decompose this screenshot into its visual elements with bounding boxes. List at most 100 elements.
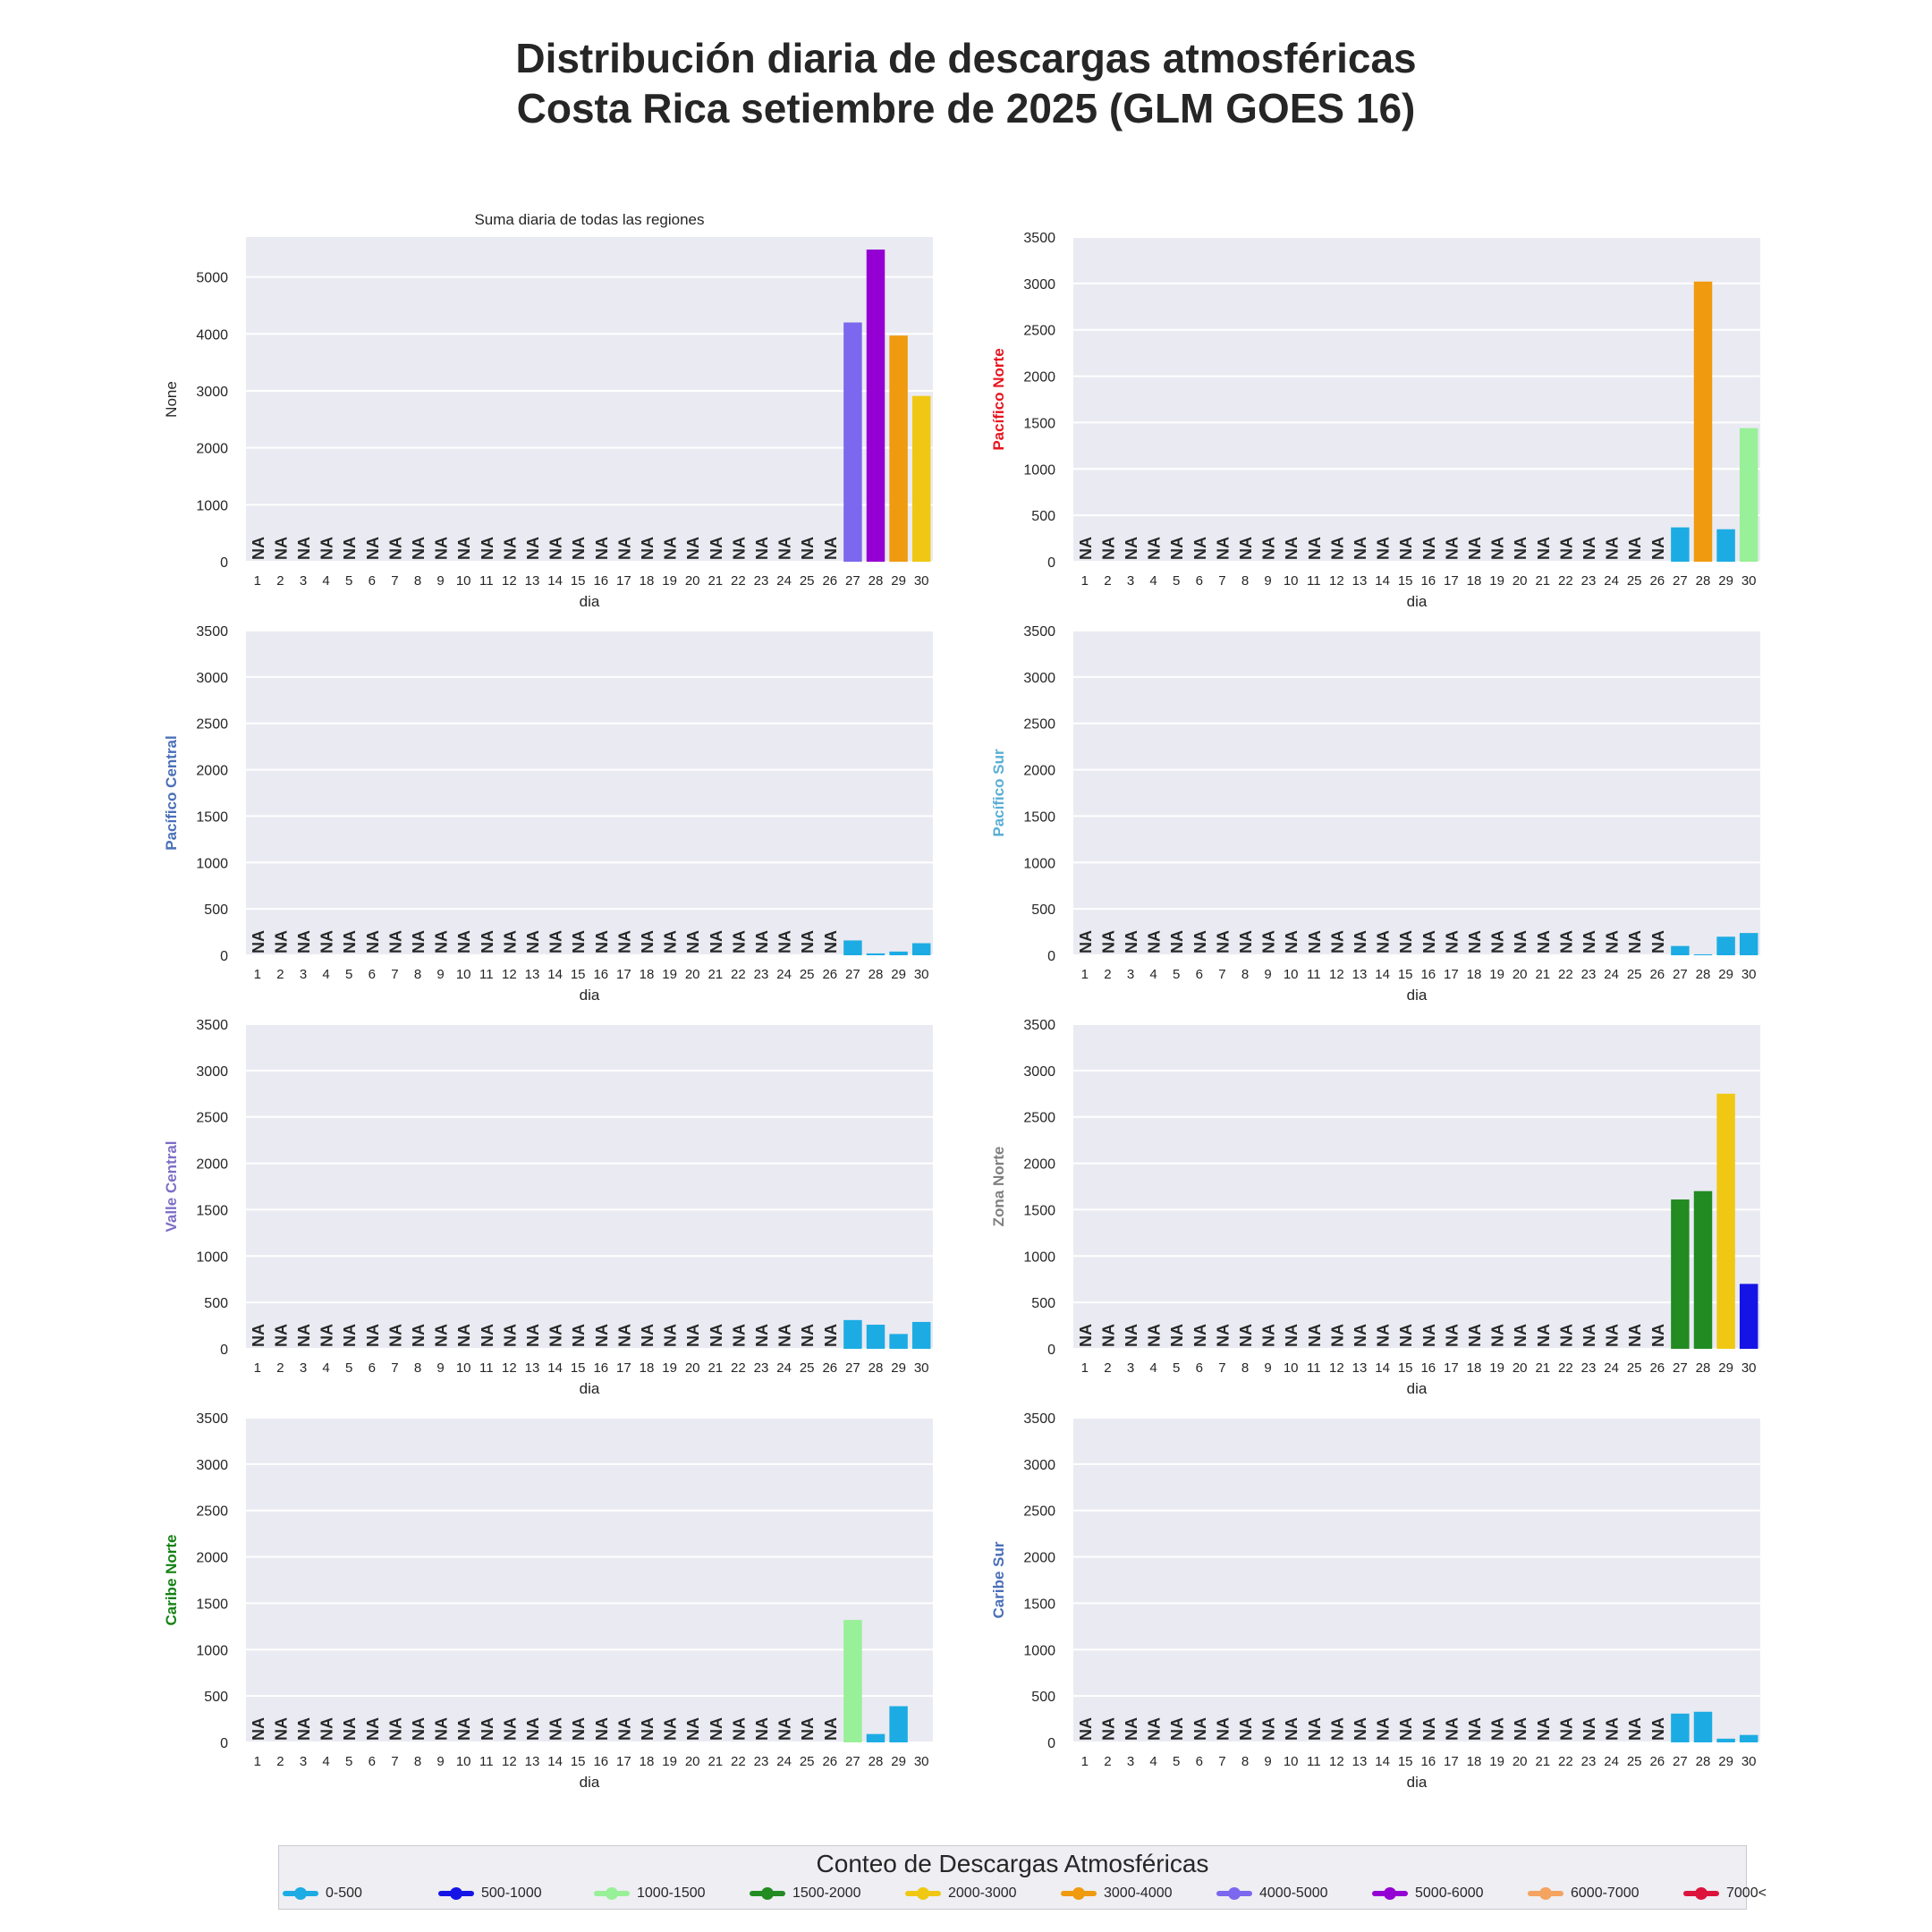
x-tick-label: 30	[1741, 573, 1757, 589]
x-axis-label: dia	[1407, 1774, 1428, 1791]
y-tick-label: 3000	[196, 1064, 228, 1080]
plot-background	[1073, 237, 1760, 562]
na-label: NA	[1375, 537, 1393, 560]
x-tick-label: 1	[254, 967, 261, 982]
na-label: NA	[615, 930, 633, 953]
x-tick-label: 19	[1489, 1754, 1504, 1769]
na-label: NA	[1443, 930, 1461, 953]
na-label: NA	[341, 930, 359, 953]
na-label: NA	[524, 1717, 542, 1741]
na-label: NA	[615, 537, 633, 560]
x-tick-label: 4	[1149, 573, 1157, 589]
na-label: NA	[822, 1717, 840, 1741]
y-tick-label: 3500	[196, 1018, 228, 1033]
na-label: NA	[295, 537, 313, 560]
na-label: NA	[1580, 537, 1598, 560]
x-tick-label: 9	[436, 967, 444, 982]
na-label: NA	[1489, 1324, 1507, 1347]
x-tick-label: 7	[1218, 1360, 1225, 1376]
bar	[1739, 428, 1758, 562]
na-label: NA	[1649, 1717, 1667, 1741]
na-label: NA	[386, 537, 404, 560]
bar	[1671, 1713, 1690, 1742]
x-tick-label: 17	[616, 1754, 631, 1769]
x-tick-label: 27	[1673, 1360, 1688, 1376]
legend-item: 6000-7000	[1528, 1884, 1640, 1903]
chart-panel-5: 0 500 1000 1500 2000 2500 3000 3500 1 NA 2 NA 3 NA 4 NA…	[163, 1018, 933, 1397]
plot-background	[1073, 1418, 1760, 1742]
x-tick-label: 4	[1149, 967, 1157, 982]
x-tick-label: 22	[731, 967, 746, 982]
x-tick-label: 28	[869, 1754, 884, 1769]
chart-panel-3: 0 500 1000 1500 2000 2500 3000 3500 1 NA 2 NA 3 NA 4 NA…	[163, 624, 933, 1004]
x-tick-label: 7	[1218, 967, 1225, 982]
x-tick-label: 18	[640, 967, 655, 982]
x-tick-label: 12	[1329, 967, 1344, 982]
y-tick-label: 3000	[1023, 671, 1055, 686]
na-label: NA	[1443, 1717, 1461, 1741]
na-label: NA	[1397, 1324, 1415, 1347]
x-tick-label: 28	[869, 1360, 884, 1376]
legend-label: 500-1000	[481, 1885, 542, 1901]
x-tick-label: 29	[891, 573, 906, 589]
x-tick-label: 11	[479, 967, 494, 982]
na-label: NA	[1168, 1717, 1186, 1741]
x-tick-label: 5	[345, 573, 352, 589]
x-tick-label: 24	[1604, 967, 1619, 982]
x-tick-label: 13	[1352, 573, 1368, 589]
y-tick-label: 4000	[196, 327, 228, 343]
na-label: NA	[1077, 537, 1095, 560]
na-label: NA	[708, 1717, 725, 1741]
na-label: NA	[570, 930, 588, 953]
na-label: NA	[1283, 537, 1301, 560]
x-tick-label: 28	[869, 967, 884, 982]
na-label: NA	[455, 1324, 473, 1347]
y-axis-label: Caribe Norte	[163, 1534, 180, 1625]
x-tick-label: 1	[1081, 967, 1089, 982]
x-tick-label: 24	[776, 967, 792, 982]
x-tick-label: 23	[754, 573, 769, 589]
x-tick-label: 13	[525, 1754, 540, 1769]
bar	[843, 1319, 862, 1349]
y-tick-label: 2000	[196, 442, 228, 457]
y-tick-label: 2000	[1023, 1551, 1055, 1566]
x-tick-label: 10	[1284, 1360, 1299, 1376]
x-tick-label: 1	[254, 1754, 261, 1769]
x-tick-label: 13	[525, 967, 540, 982]
y-tick-label: 2500	[196, 1504, 228, 1520]
na-label: NA	[593, 1324, 611, 1347]
x-tick-label: 11	[1307, 573, 1321, 589]
na-label: NA	[295, 1717, 313, 1741]
na-label: NA	[1626, 537, 1644, 560]
legend-swatch	[594, 1884, 630, 1903]
y-tick-label: 1000	[196, 498, 228, 513]
na-label: NA	[1214, 1717, 1232, 1741]
na-label: NA	[1512, 537, 1530, 560]
y-tick-label: 0	[220, 949, 228, 964]
na-label: NA	[1146, 1717, 1164, 1741]
legend-title: Conteo de Descargas Atmosféricas	[816, 1850, 1209, 1877]
na-label: NA	[272, 930, 290, 953]
x-tick-label: 25	[1627, 573, 1642, 589]
x-tick-label: 17	[1444, 1360, 1459, 1376]
x-tick-label: 16	[593, 967, 608, 982]
na-label: NA	[455, 930, 473, 953]
na-label: NA	[386, 1717, 404, 1741]
na-label: NA	[1146, 930, 1164, 953]
na-label: NA	[1214, 930, 1232, 953]
na-label: NA	[776, 537, 794, 560]
y-tick-label: 1500	[196, 1597, 228, 1612]
x-tick-label: 20	[685, 573, 700, 589]
x-axis-label: dia	[1407, 593, 1428, 610]
x-tick-label: 29	[891, 967, 906, 982]
y-tick-label: 3500	[1023, 231, 1055, 246]
x-tick-label: 2	[276, 1754, 284, 1769]
x-tick-label: 18	[1467, 1754, 1482, 1769]
na-label: NA	[1237, 1324, 1255, 1347]
x-tick-label: 14	[547, 573, 563, 589]
x-tick-label: 20	[685, 1360, 700, 1376]
na-label: NA	[1352, 537, 1369, 560]
na-label: NA	[479, 930, 496, 953]
na-label: NA	[593, 1717, 611, 1741]
x-tick-label: 3	[1127, 1754, 1134, 1769]
